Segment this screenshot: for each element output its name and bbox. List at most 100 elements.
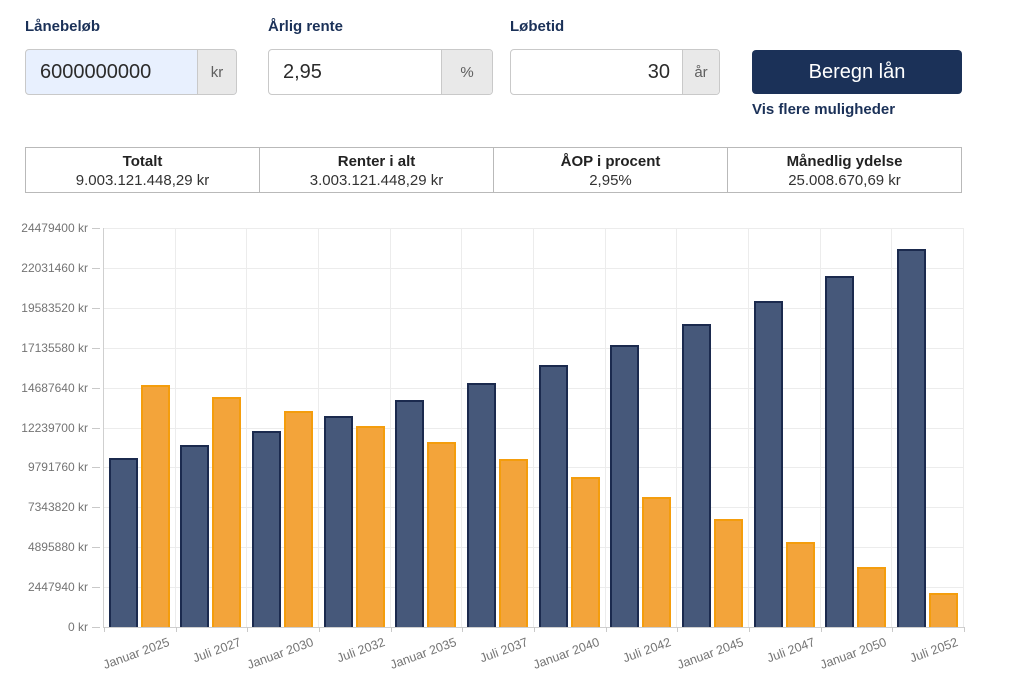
chart-plot-area bbox=[103, 228, 965, 632]
y-axis-label: 12239700 kr bbox=[21, 420, 88, 435]
loan-amount-label: Lånebeløb bbox=[25, 18, 101, 35]
bar-orange[interactable] bbox=[929, 593, 959, 627]
bar-group bbox=[677, 228, 749, 627]
y-axis-label: 19583520 kr bbox=[21, 300, 88, 315]
loan-amount-field-group: kr bbox=[25, 49, 237, 95]
summary-title: Totalt bbox=[122, 153, 163, 170]
h-gridline bbox=[104, 587, 964, 589]
x-tick bbox=[390, 627, 392, 632]
bar-blue[interactable] bbox=[610, 345, 640, 627]
x-tick bbox=[247, 627, 249, 632]
y-tick bbox=[92, 387, 100, 389]
summary-value: 25.008.670,69 kr bbox=[788, 172, 901, 189]
y-tick bbox=[92, 228, 100, 229]
h-gridline bbox=[104, 228, 964, 229]
bar-blue[interactable] bbox=[180, 445, 210, 627]
bar-blue[interactable] bbox=[682, 324, 712, 627]
h-gridline bbox=[104, 547, 964, 549]
bar-orange[interactable] bbox=[857, 567, 887, 627]
bar-blue[interactable] bbox=[753, 301, 783, 627]
x-axis-label: Januar 2050 bbox=[818, 635, 889, 672]
annual-rate-unit: % bbox=[441, 50, 492, 94]
summary-cell-total: Totalt 9.003.121.448,29 kr bbox=[25, 147, 260, 193]
loan-term-field-group: år bbox=[510, 49, 720, 95]
bar-group bbox=[319, 228, 391, 627]
bar-orange[interactable] bbox=[284, 411, 314, 627]
bar-groups bbox=[104, 228, 964, 627]
bar-orange[interactable] bbox=[140, 385, 170, 627]
loan-amount-input[interactable] bbox=[26, 50, 197, 94]
x-tick bbox=[677, 627, 679, 632]
bar-blue[interactable] bbox=[108, 458, 138, 627]
loan-term-input[interactable] bbox=[511, 50, 682, 94]
bar-orange[interactable] bbox=[499, 459, 529, 627]
x-axis-label: Juli 2047 bbox=[764, 635, 817, 666]
bar-blue[interactable] bbox=[538, 365, 568, 627]
bar-group bbox=[534, 228, 606, 627]
bar-group bbox=[104, 228, 176, 627]
bar-blue[interactable] bbox=[897, 249, 927, 627]
x-axis-label: Juli 2052 bbox=[908, 635, 960, 666]
summary-value: 3.003.121.448,29 kr bbox=[309, 172, 444, 189]
y-tick bbox=[92, 547, 100, 549]
bar-group bbox=[821, 228, 893, 627]
bar-orange[interactable] bbox=[212, 397, 242, 627]
y-axis-label: 22031460 kr bbox=[21, 260, 88, 275]
x-axis-label: Januar 2035 bbox=[388, 635, 459, 672]
y-tick bbox=[92, 627, 100, 628]
annual-rate-label: Årlig rente bbox=[268, 18, 344, 35]
bar-group bbox=[462, 228, 534, 627]
loan-summary-table: Totalt 9.003.121.448,29 kr Renter i alt … bbox=[25, 147, 962, 193]
y-axis-label: 2447940 kr bbox=[27, 580, 88, 595]
h-gridline bbox=[104, 507, 964, 509]
y-axis-label: 14687640 kr bbox=[21, 380, 88, 395]
y-tick bbox=[92, 587, 100, 589]
x-axis-label: Juli 2027 bbox=[191, 635, 244, 666]
show-more-options-link[interactable]: Vis flere muligheder bbox=[752, 101, 896, 118]
y-tick bbox=[92, 507, 100, 509]
x-tick bbox=[820, 627, 822, 632]
bar-group bbox=[176, 228, 248, 627]
h-gridline bbox=[104, 427, 964, 429]
h-gridline bbox=[104, 307, 964, 309]
bar-orange[interactable] bbox=[570, 477, 600, 627]
summary-cell-apr: ÅOP i procent 2,95% bbox=[493, 147, 728, 193]
bar-blue[interactable] bbox=[395, 400, 425, 627]
x-axis-label: Juli 2042 bbox=[621, 635, 674, 666]
loan-term-label: Løbetid bbox=[510, 18, 565, 35]
annual-rate-input[interactable] bbox=[269, 50, 441, 94]
annual-rate-field-group: % bbox=[268, 49, 493, 95]
x-tick bbox=[605, 627, 607, 632]
x-axis-label: Januar 2045 bbox=[674, 635, 745, 672]
amortization-bar-chart: 24479400 kr 22031460 kr 19583520 kr 1713558… bbox=[0, 215, 1010, 699]
calculate-loan-button[interactable]: Beregn lån bbox=[752, 50, 962, 94]
bar-blue[interactable] bbox=[252, 431, 282, 627]
bar-group bbox=[391, 228, 463, 627]
x-tick bbox=[104, 627, 105, 632]
bar-orange[interactable] bbox=[642, 497, 672, 627]
h-gridline bbox=[104, 387, 964, 389]
bar-orange[interactable] bbox=[714, 519, 744, 627]
x-tick bbox=[534, 627, 535, 632]
x-tick bbox=[892, 627, 894, 632]
x-tick bbox=[964, 627, 965, 632]
y-tick bbox=[92, 267, 100, 269]
bar-blue[interactable] bbox=[825, 276, 855, 627]
bar-orange[interactable] bbox=[785, 542, 815, 627]
h-gridline bbox=[104, 467, 964, 469]
y-tick bbox=[92, 347, 100, 349]
y-axis-label: 24479400 kr bbox=[21, 221, 88, 235]
h-gridline bbox=[104, 347, 964, 349]
bar-blue[interactable] bbox=[467, 383, 497, 627]
y-tick bbox=[92, 307, 100, 309]
bar-orange[interactable] bbox=[355, 426, 385, 627]
bar-group bbox=[892, 228, 964, 627]
summary-title: Renter i alt bbox=[337, 153, 416, 170]
x-tick bbox=[462, 627, 464, 632]
summary-value: 2,95% bbox=[589, 172, 632, 189]
bar-orange[interactable] bbox=[427, 442, 457, 627]
summary-title: ÅOP i procent bbox=[560, 153, 661, 170]
y-tick bbox=[92, 427, 100, 429]
bar-blue[interactable] bbox=[323, 416, 353, 627]
